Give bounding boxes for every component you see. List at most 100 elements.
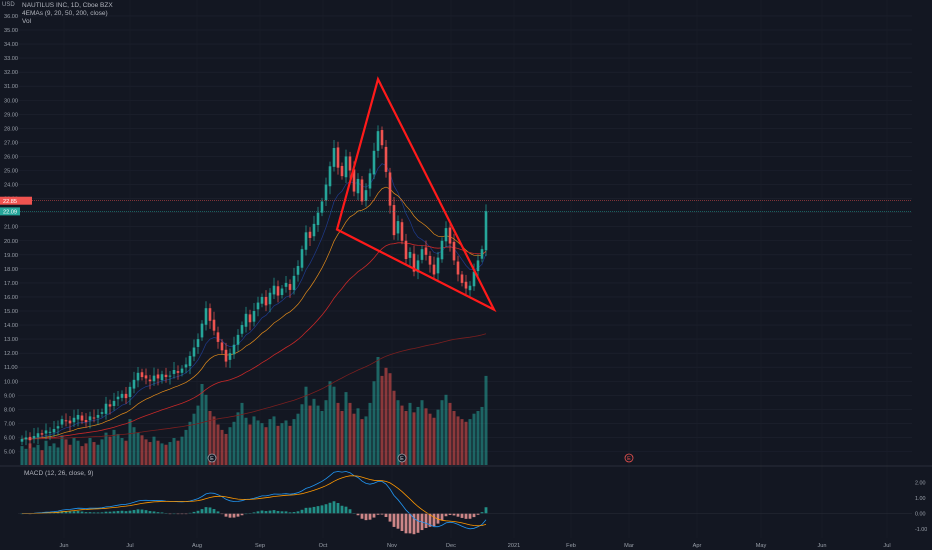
macd-histogram-bar [396, 513, 400, 529]
macd-histogram-bar [140, 509, 144, 514]
macd-histogram-bar [328, 502, 332, 514]
volume-bar [464, 421, 468, 465]
price-tick-label: 20.00 [4, 239, 18, 245]
volume-bar [328, 381, 332, 465]
candle-body [112, 400, 116, 406]
macd-histogram-bar [188, 512, 192, 514]
candle-body [188, 355, 192, 367]
candle-body [164, 374, 168, 378]
macd-histogram-bar [400, 513, 404, 531]
volume-bar [476, 411, 480, 465]
macd-histogram-bar [136, 509, 140, 514]
candle-body [52, 429, 56, 433]
volume-bar [332, 386, 336, 465]
macd-histogram-bar [96, 512, 100, 514]
volume-bar [380, 375, 384, 465]
macd-histogram-bar [184, 513, 188, 515]
macd-histogram-bar [456, 513, 460, 517]
macd-histogram-bar [260, 510, 264, 514]
candle-body [460, 274, 464, 283]
macd-histogram-bar [316, 506, 320, 514]
macd-histogram-bar [464, 513, 468, 519]
volume-bar [372, 381, 376, 465]
macd-histogram-bar [256, 511, 260, 514]
price-tick-label: 30.00 [4, 98, 18, 104]
volume-bar [408, 402, 412, 465]
time-tick-label: Nov [387, 543, 397, 549]
macd-histogram-bar [216, 511, 220, 514]
macd-histogram-bar [304, 507, 308, 514]
macd-histogram-bar [56, 511, 60, 514]
candle-body [156, 374, 160, 379]
candle-body [432, 264, 436, 275]
volume-bar [240, 402, 244, 465]
time-tick-label: Feb [566, 543, 576, 549]
volume-bar [228, 427, 232, 465]
candle-body [204, 308, 208, 325]
volume-bar [32, 447, 36, 465]
candle-body [408, 251, 412, 258]
price-tick-label: 25.00 [4, 169, 18, 175]
volume-bar [296, 413, 300, 465]
time-tick-label: Jul [126, 543, 133, 549]
volume-bar [100, 439, 104, 465]
volume-bar [204, 394, 208, 465]
volume-bar [80, 446, 84, 465]
candle-body [132, 379, 136, 389]
chart-legend: NAUTILUS INC, 1D, Cboe BZX 4EMAs (9, 20,… [22, 2, 113, 26]
macd-histogram-bar [116, 510, 120, 514]
volume-bar [400, 405, 404, 465]
macd-histogram-bar [384, 513, 388, 518]
macd-histogram-bar [176, 513, 180, 515]
candle-body [376, 131, 380, 151]
price-tick-label: 5.00 [4, 450, 15, 456]
volume-bar [436, 409, 440, 465]
volume-bar [416, 406, 420, 465]
time-tick-label: Jun [817, 543, 826, 549]
candle-body [80, 415, 84, 421]
volume-bar [292, 419, 296, 465]
volume-bar [172, 438, 176, 465]
candle-body [160, 374, 164, 381]
macd-histogram-bar [312, 506, 316, 514]
candle-body [320, 201, 324, 213]
macd-histogram-bar [484, 507, 488, 514]
volume-bar [304, 386, 308, 465]
volume-bar [92, 442, 96, 465]
candle-body [276, 286, 280, 296]
volume-bar [420, 400, 424, 465]
volume-bar [288, 425, 292, 465]
macd-histogram-bar [64, 511, 68, 514]
macd-histogram-bar [348, 509, 352, 514]
candle-body [180, 368, 184, 373]
macd-histogram-bar [340, 505, 344, 514]
candle-body [248, 314, 252, 323]
macd-histogram-bar [172, 513, 176, 515]
volume-bar [188, 421, 192, 465]
volume-bar [144, 439, 148, 465]
candle-body [288, 284, 292, 290]
price-tick-label: 10.00 [4, 379, 18, 385]
price-tag-bottom [0, 207, 20, 216]
price-tick-label: 6.00 [4, 435, 15, 441]
volume-bar [212, 416, 216, 465]
price-tick-label: 34.00 [4, 42, 18, 48]
candle-body [144, 375, 148, 379]
volume-bar [72, 438, 76, 465]
volume-bar [376, 357, 380, 465]
macd-histogram-bar [412, 513, 416, 535]
volume-bar [200, 384, 204, 465]
time-tick-label: Jul [883, 543, 890, 549]
price-tick-label: 28.00 [4, 126, 18, 132]
ema-legend: 4EMAs (9, 20, 50, 200, close) [22, 10, 108, 17]
volume-bar [36, 444, 40, 465]
candle-body [172, 370, 176, 374]
candle-body [168, 375, 172, 377]
macd-histogram-bar [160, 512, 164, 514]
volume-bar [432, 417, 436, 465]
candle-body [24, 437, 28, 440]
ema-9-line [21, 163, 487, 440]
macd-histogram-bar [208, 507, 212, 514]
candle-body [272, 285, 276, 295]
